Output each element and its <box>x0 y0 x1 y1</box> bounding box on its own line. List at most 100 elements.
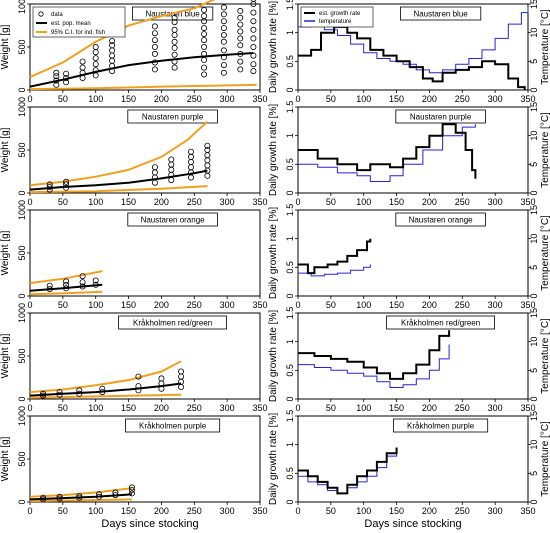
data-point <box>92 277 99 284</box>
legend-label: 95% C.I. for ind. fish <box>51 30 105 36</box>
y-tick-label: 1 <box>285 236 295 241</box>
legend-symbol-data <box>38 11 44 17</box>
data-point <box>40 392 47 399</box>
data-point <box>151 164 158 171</box>
y-tick-label: 0.5 <box>285 364 295 377</box>
panel-title: Naustaren blue <box>413 10 468 19</box>
y-tick-label: 1.5 <box>285 101 295 114</box>
ci-lower-line <box>29 83 257 91</box>
data-point <box>46 282 53 289</box>
y-axis-label: Daily growth rate [%] <box>268 413 279 505</box>
x-tick-label: 200 <box>154 197 169 207</box>
data-point <box>187 164 194 171</box>
y-tick-label: 0 <box>285 190 295 195</box>
ci-lower-line <box>29 393 182 399</box>
y2-tick-label: 5 <box>529 471 539 476</box>
data-point <box>201 64 208 71</box>
x-tick-label: 250 <box>455 197 470 207</box>
data-point <box>204 146 211 153</box>
data-point <box>171 44 178 51</box>
x-tick-label: 150 <box>389 403 404 413</box>
y-tick-label: 0 <box>17 293 27 298</box>
legend-left: data est. pop. mean 95% C.I. for ind. fish <box>32 6 126 38</box>
temperature-line <box>298 6 529 74</box>
data-point <box>99 389 106 396</box>
y-tick-label: 1 <box>285 133 295 138</box>
data-point <box>135 383 142 390</box>
y2-axis-label: Temperature [°C] <box>540 318 550 394</box>
x-tick-label: 100 <box>356 94 371 104</box>
data-point <box>63 75 70 82</box>
x-tick-label: 200 <box>154 94 169 104</box>
legend-right: est. growth rate temperature <box>300 6 374 28</box>
data-point <box>151 23 158 30</box>
x-tick-label: 150 <box>389 506 404 516</box>
data-point <box>171 51 178 58</box>
x-tick-label: 0 <box>27 197 32 207</box>
x-tick-label: 0 <box>295 94 300 104</box>
plot-frame <box>297 3 529 91</box>
data-point <box>201 25 208 32</box>
data-point <box>204 152 211 159</box>
y2-tick-label: 15 <box>529 411 539 421</box>
y-axis-label: Weight [g] <box>0 230 11 275</box>
growth-rate-line <box>298 238 372 275</box>
ci-upper-line <box>29 360 182 394</box>
y-tick-label: 1000 <box>17 0 27 14</box>
y-axis-label: Weight [g] <box>0 127 11 172</box>
plot-frame <box>297 209 529 297</box>
y-tick-label: 0.5 <box>285 467 295 480</box>
data-point <box>109 52 116 59</box>
y2-tick-label: 5 <box>529 162 539 167</box>
data-point <box>250 35 257 42</box>
data-point <box>46 286 53 293</box>
y2-tick-label: 10 <box>529 234 539 244</box>
x-tick-label: 0 <box>27 94 32 104</box>
data-point <box>79 58 86 65</box>
x-tick-label: 200 <box>154 300 169 310</box>
data-point <box>63 285 70 292</box>
legend-label: est. growth rate <box>319 11 361 17</box>
data-point <box>40 390 47 397</box>
x-tick-label: 300 <box>488 403 503 413</box>
data-point <box>237 14 244 21</box>
panel-title-box <box>118 315 227 330</box>
data-point <box>168 156 175 163</box>
x-tick-label: 0 <box>295 197 300 207</box>
legend-frame <box>300 6 374 28</box>
legend-frame <box>32 6 126 38</box>
data-point <box>92 72 99 79</box>
data-point <box>204 142 211 149</box>
x-tick-label: 250 <box>455 300 470 310</box>
x-tick-label: 100 <box>356 403 371 413</box>
data-point <box>53 73 60 80</box>
data-point <box>187 153 194 160</box>
mean-line <box>29 169 208 191</box>
x-tick-label: 100 <box>88 300 103 310</box>
y-axis-label: Weight [g] <box>0 333 11 378</box>
y-axis-label: Daily growth rate [%] <box>268 104 279 196</box>
x-tick-label: 150 <box>121 300 136 310</box>
data-point <box>220 69 227 76</box>
data-point <box>204 162 211 169</box>
x-tick-label: 350 <box>252 403 267 413</box>
data-point <box>76 390 83 397</box>
data-point <box>56 389 63 396</box>
data-point <box>250 18 257 25</box>
data-point <box>237 58 244 65</box>
y2-tick-label: 10 <box>529 440 539 450</box>
data-point <box>187 158 194 165</box>
data-point <box>237 7 244 14</box>
data-point <box>79 75 86 82</box>
legend-label: data <box>51 12 63 18</box>
y-tick-label: 0.5 <box>285 158 295 171</box>
x-tick-label: 100 <box>88 197 103 207</box>
data-point <box>171 26 178 33</box>
data-point <box>171 32 178 39</box>
ci-lower-line <box>29 290 103 296</box>
